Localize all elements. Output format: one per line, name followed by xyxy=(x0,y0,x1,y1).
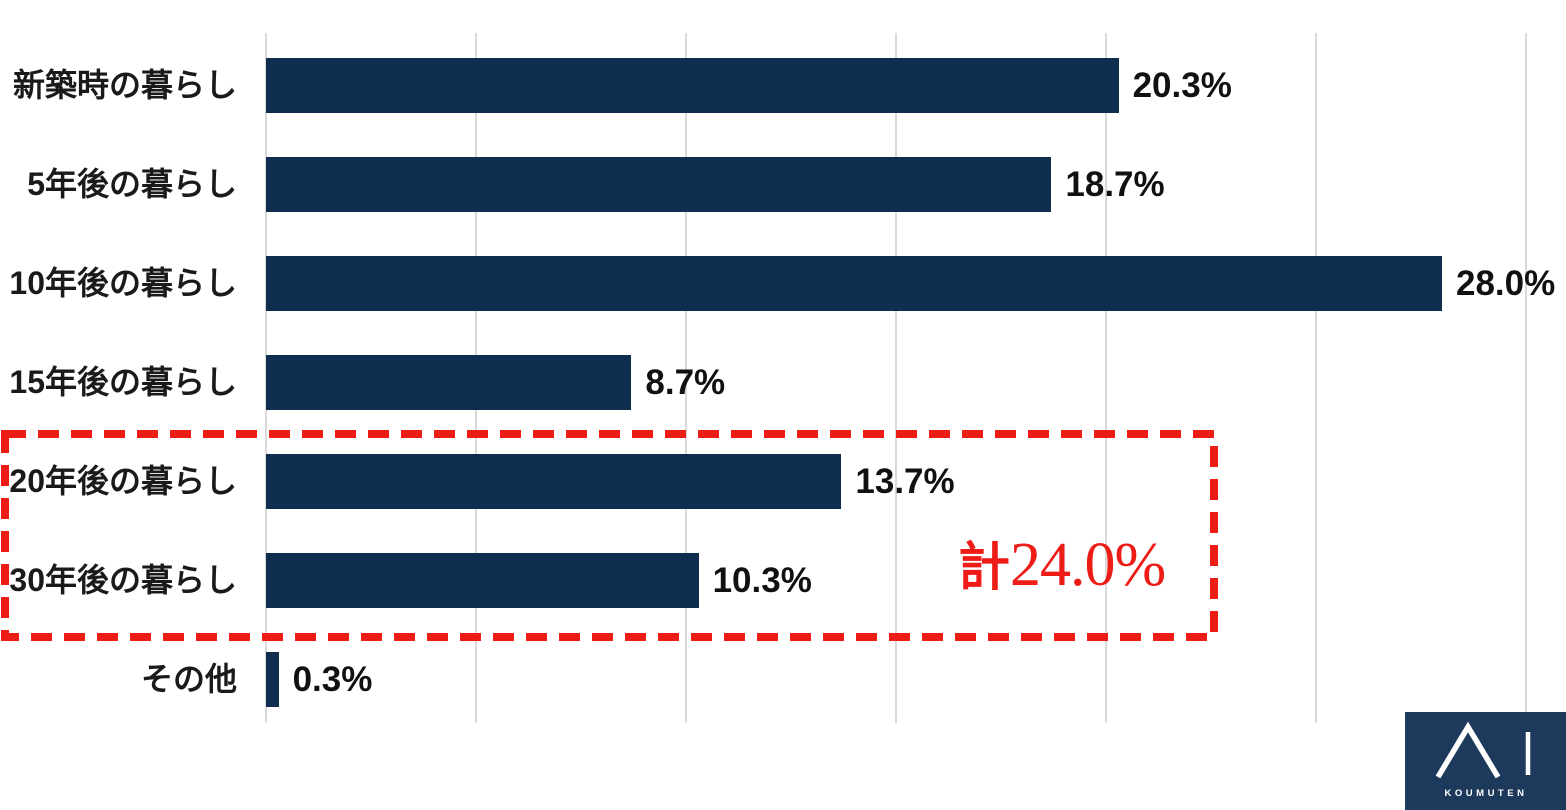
value-label: 0.3% xyxy=(292,660,373,699)
total-annotation: 計24.0% xyxy=(958,531,1166,599)
logo: KOUMUTEN xyxy=(1405,712,1566,810)
category-label: 10年後の暮らし xyxy=(9,265,237,301)
value-label: 20.3% xyxy=(1132,66,1232,105)
bar xyxy=(266,553,699,608)
bar xyxy=(266,256,1442,311)
value-label: 10.3% xyxy=(712,561,812,600)
value-label: 13.7% xyxy=(855,462,955,501)
bar xyxy=(266,157,1052,212)
category-label: 30年後の暮らし xyxy=(9,562,237,598)
value-label: 8.7% xyxy=(645,363,726,402)
total-annotation-prefix: 計 xyxy=(958,539,1011,597)
category-label: 15年後の暮らし xyxy=(9,364,237,400)
total-annotation-value: 24.0% xyxy=(1010,531,1166,599)
category-label: 20年後の暮らし xyxy=(9,463,237,499)
bar xyxy=(266,454,842,509)
value-label: 18.7% xyxy=(1065,165,1165,204)
category-label: 5年後の暮らし xyxy=(27,166,237,202)
bar xyxy=(266,652,279,707)
category-label: その他 xyxy=(140,661,237,697)
gridline xyxy=(1525,33,1527,723)
gridline xyxy=(1105,33,1107,723)
roof-icon xyxy=(1435,721,1501,779)
bar xyxy=(266,58,1119,113)
value-label: 28.0% xyxy=(1456,264,1556,303)
category-label: 新築時の暮らし xyxy=(12,67,237,103)
logo-text: KOUMUTEN xyxy=(1445,788,1528,799)
gridline xyxy=(685,33,687,723)
gridline xyxy=(1315,33,1317,723)
gridline xyxy=(895,33,897,723)
bar xyxy=(266,355,632,410)
